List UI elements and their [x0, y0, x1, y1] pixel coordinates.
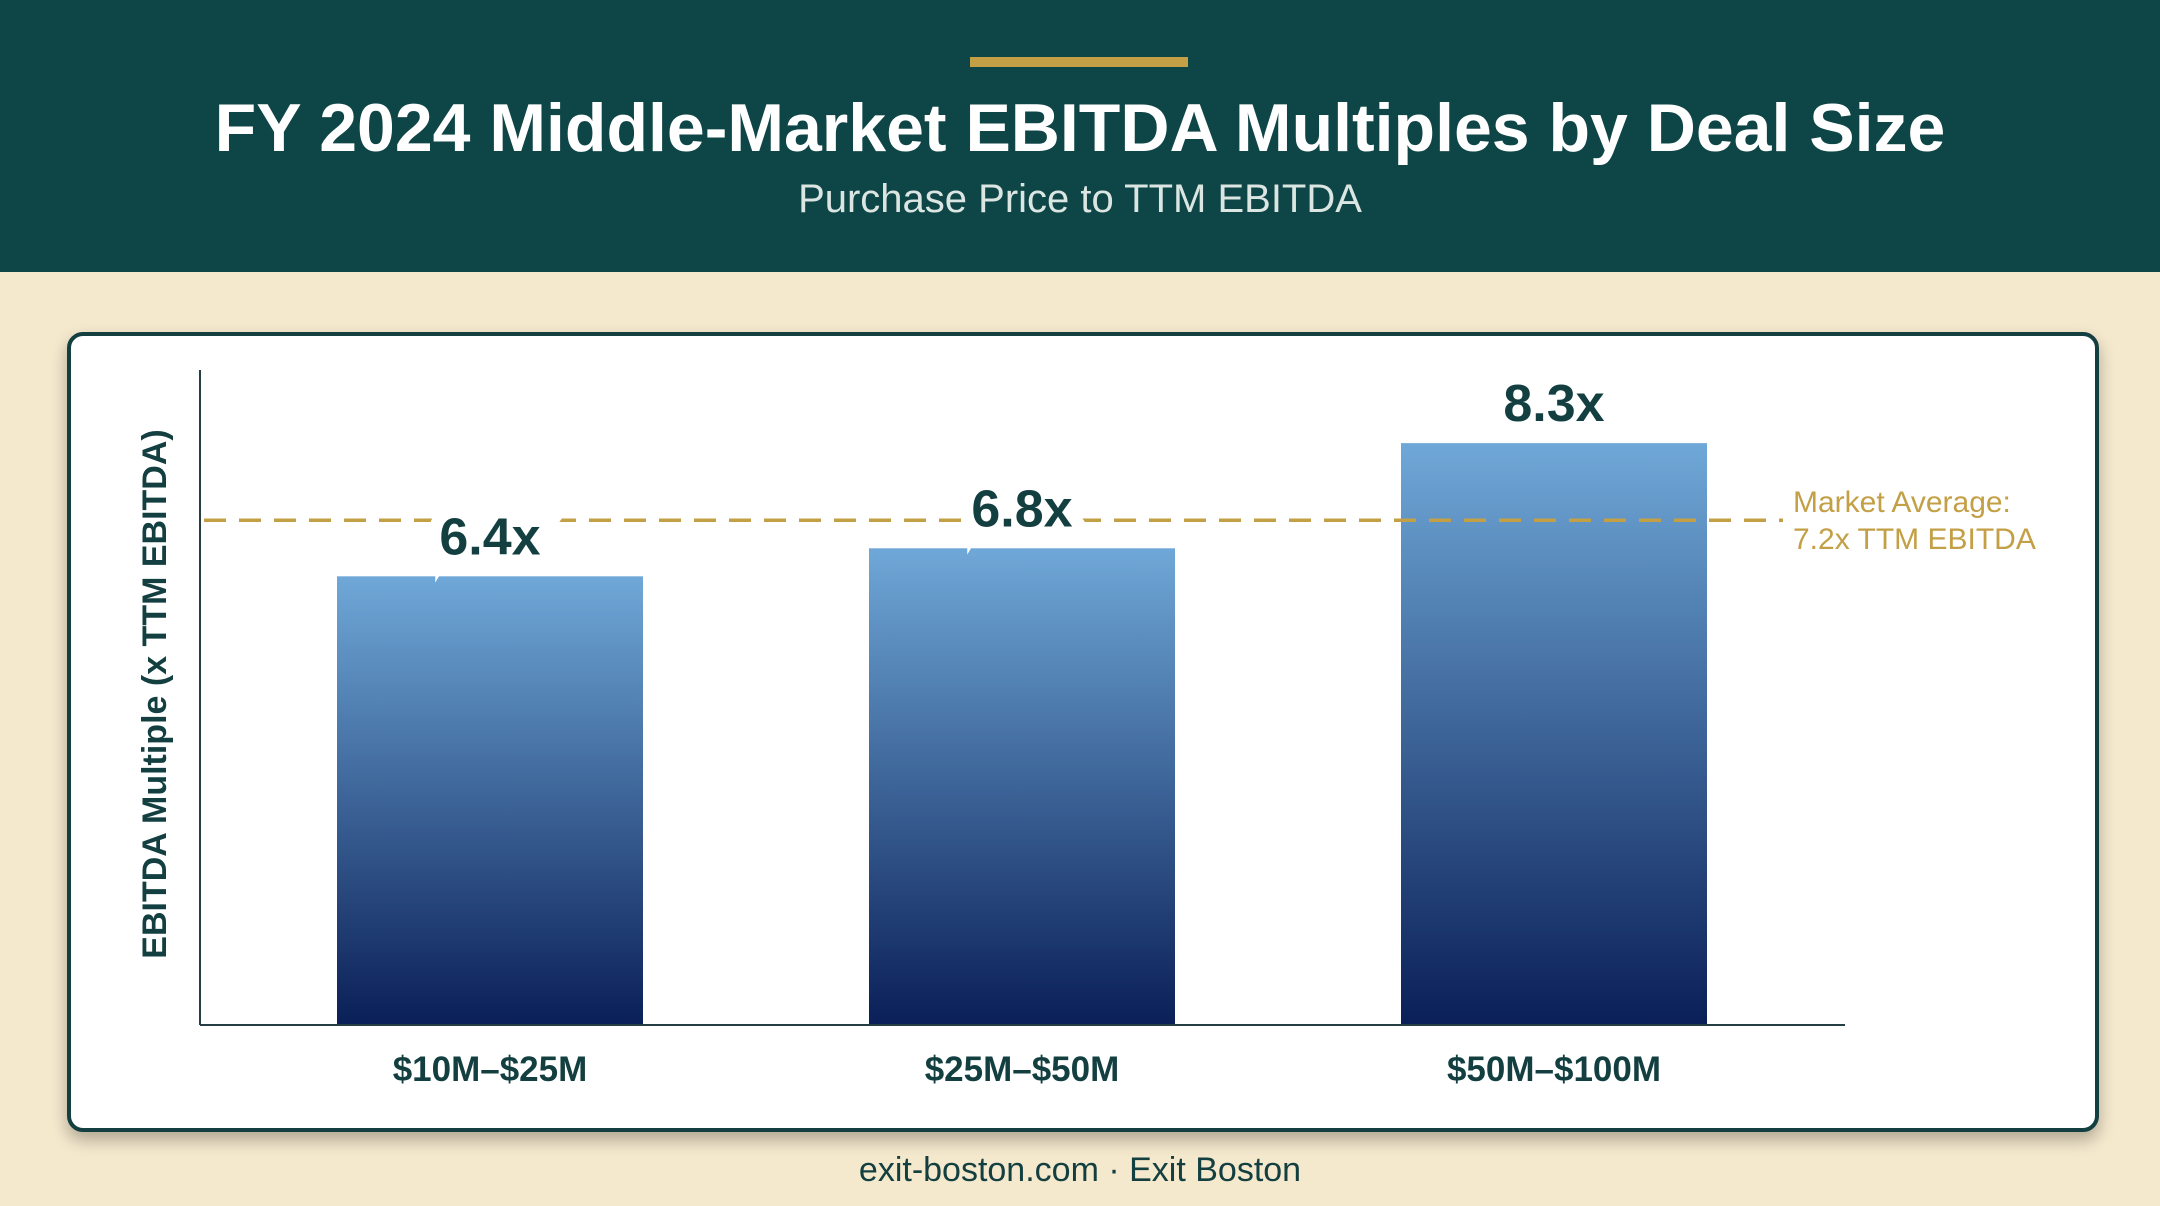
chart-subtitle: Purchase Price to TTM EBITDA [798, 177, 1362, 221]
bar-value-label-1: 6.4x [439, 508, 540, 566]
bar-value-label-3: 8.3x [1503, 375, 1604, 433]
market-average-label-line1: Market Average: [1793, 486, 2011, 519]
bar-2 [869, 548, 1175, 1025]
footer-source: exit-boston.com · Exit Boston [858, 1151, 1302, 1189]
y-axis-label: EBITDA Multiple (x TTM EBITDA) [136, 429, 174, 958]
category-label-1: $10M–$25M [393, 1050, 588, 1089]
bar-chart: 6.4x $10M–$25M 6.8x $25M–$50M 8.3x $50M–$100M… [136, 362, 2036, 1089]
chart-card: 6.4x $10M–$25M 6.8x $25M–$50M 8.3x $50M–$100M… [67, 332, 2099, 1132]
header-accent-bar [970, 57, 1188, 67]
bar-1 [337, 576, 643, 1025]
header-banner: FY 2024 Middle-Market EBITDA Multiples b… [0, 0, 2160, 272]
category-label-3: $50M–$100M [1447, 1050, 1661, 1089]
bar-3 [1401, 443, 1707, 1025]
category-label-2: $25M–$50M [925, 1050, 1120, 1089]
bar-value-label-2: 6.8x [971, 480, 1072, 538]
market-average-label-line2: 7.2x TTM EBITDA [1793, 523, 2036, 556]
chart-title: FY 2024 Middle-Market EBITDA Multiples b… [214, 90, 1946, 166]
